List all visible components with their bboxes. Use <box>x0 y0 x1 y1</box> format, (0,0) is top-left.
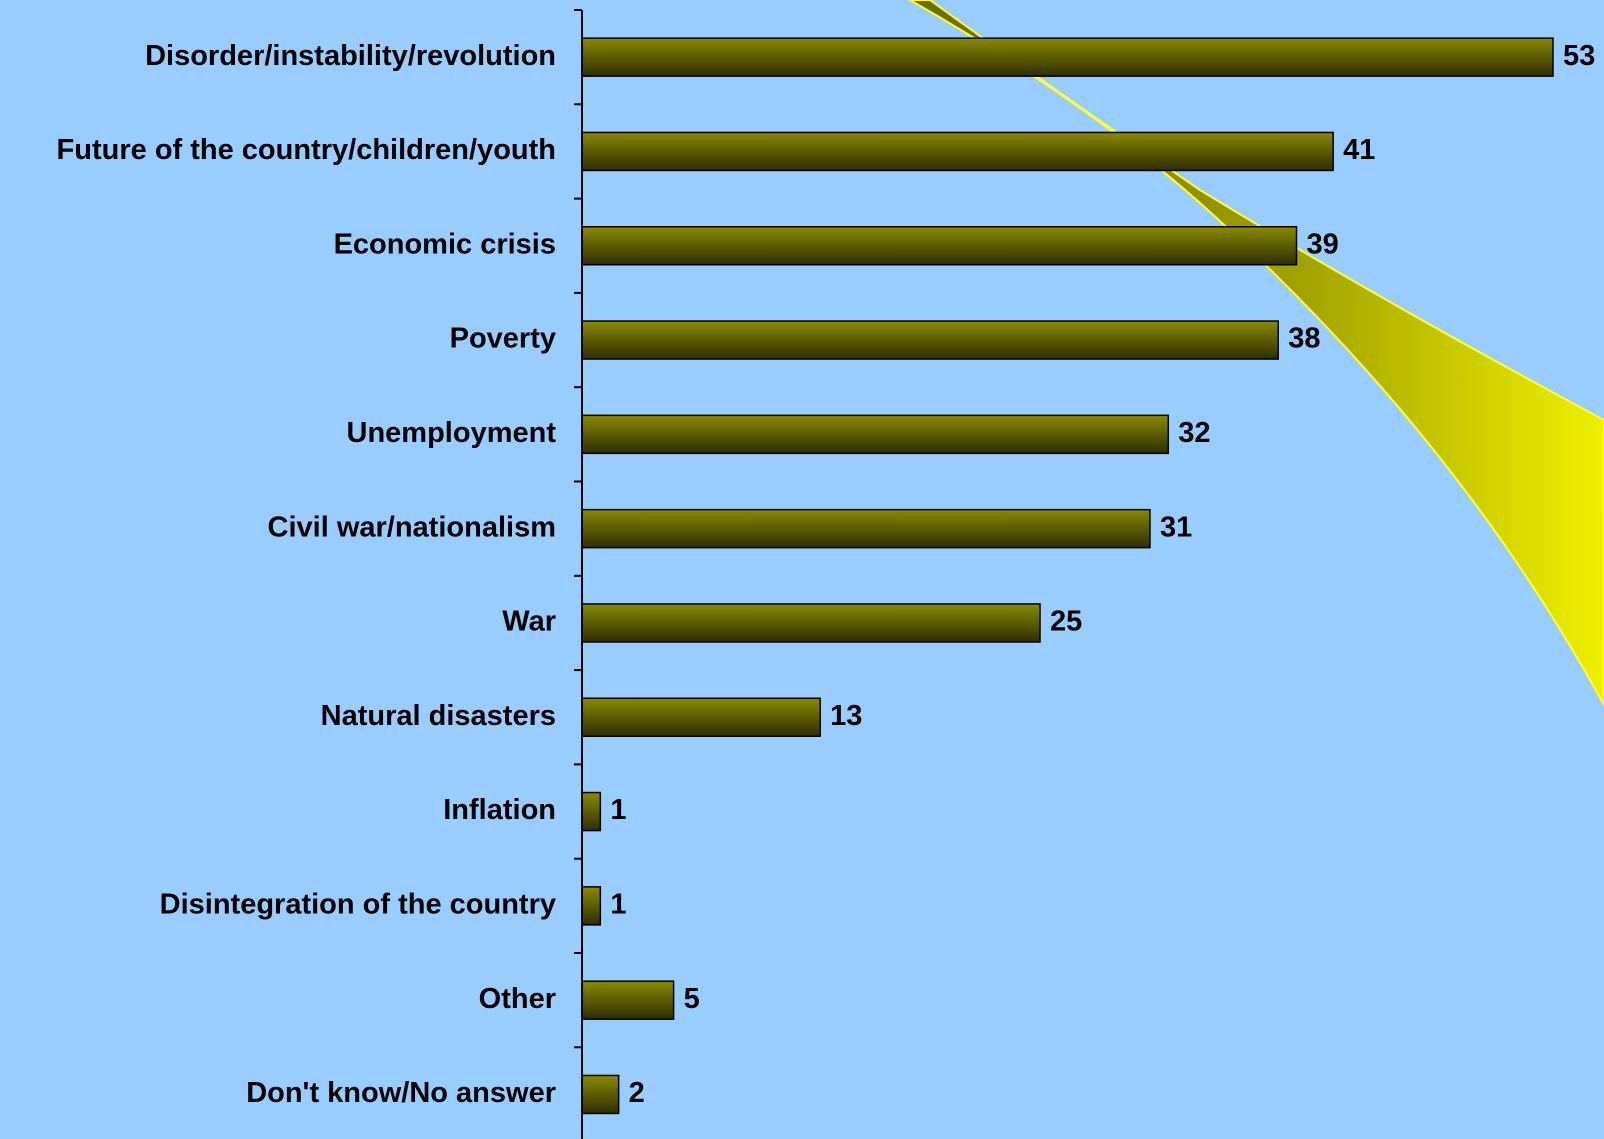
data-label: 41 <box>1343 134 1375 166</box>
bar <box>581 226 1298 266</box>
data-label: 53 <box>1563 40 1595 72</box>
bar <box>581 603 1041 643</box>
data-label: 2 <box>629 1077 645 1109</box>
category-label: Inflation <box>443 794 556 826</box>
bar <box>581 320 1279 360</box>
plot-area <box>581 37 1554 1115</box>
category-label: Future of the country/children/youth <box>57 134 556 166</box>
data-label: 38 <box>1288 323 1320 355</box>
bar <box>581 980 675 1020</box>
bar <box>581 131 1334 172</box>
category-label: War <box>502 606 556 638</box>
data-label: 32 <box>1178 417 1210 449</box>
category-label: Disintegration of the country <box>160 889 556 921</box>
bar <box>581 414 1170 455</box>
data-label: 39 <box>1307 228 1339 260</box>
data-label: 25 <box>1050 606 1082 638</box>
category-label: Unemployment <box>347 417 557 449</box>
category-label: Disorder/instability/revolution <box>145 40 556 72</box>
bar <box>581 1074 620 1115</box>
data-label: 5 <box>684 983 700 1015</box>
bar <box>581 37 1554 77</box>
data-label: 1 <box>610 889 626 921</box>
data-label: 1 <box>610 794 626 826</box>
category-label: Economic crisis <box>334 228 556 260</box>
bar <box>581 697 821 737</box>
category-label: Poverty <box>450 323 556 355</box>
data-label: 13 <box>830 700 862 732</box>
bar <box>581 508 1151 549</box>
category-label: Natural disasters <box>321 700 556 732</box>
bar <box>581 886 602 926</box>
bar <box>581 791 602 832</box>
category-label: Don't know/No answer <box>246 1077 556 1109</box>
data-label: 31 <box>1160 511 1192 543</box>
category-label: Other <box>479 983 556 1015</box>
category-label: Civil war/nationalism <box>268 511 556 543</box>
